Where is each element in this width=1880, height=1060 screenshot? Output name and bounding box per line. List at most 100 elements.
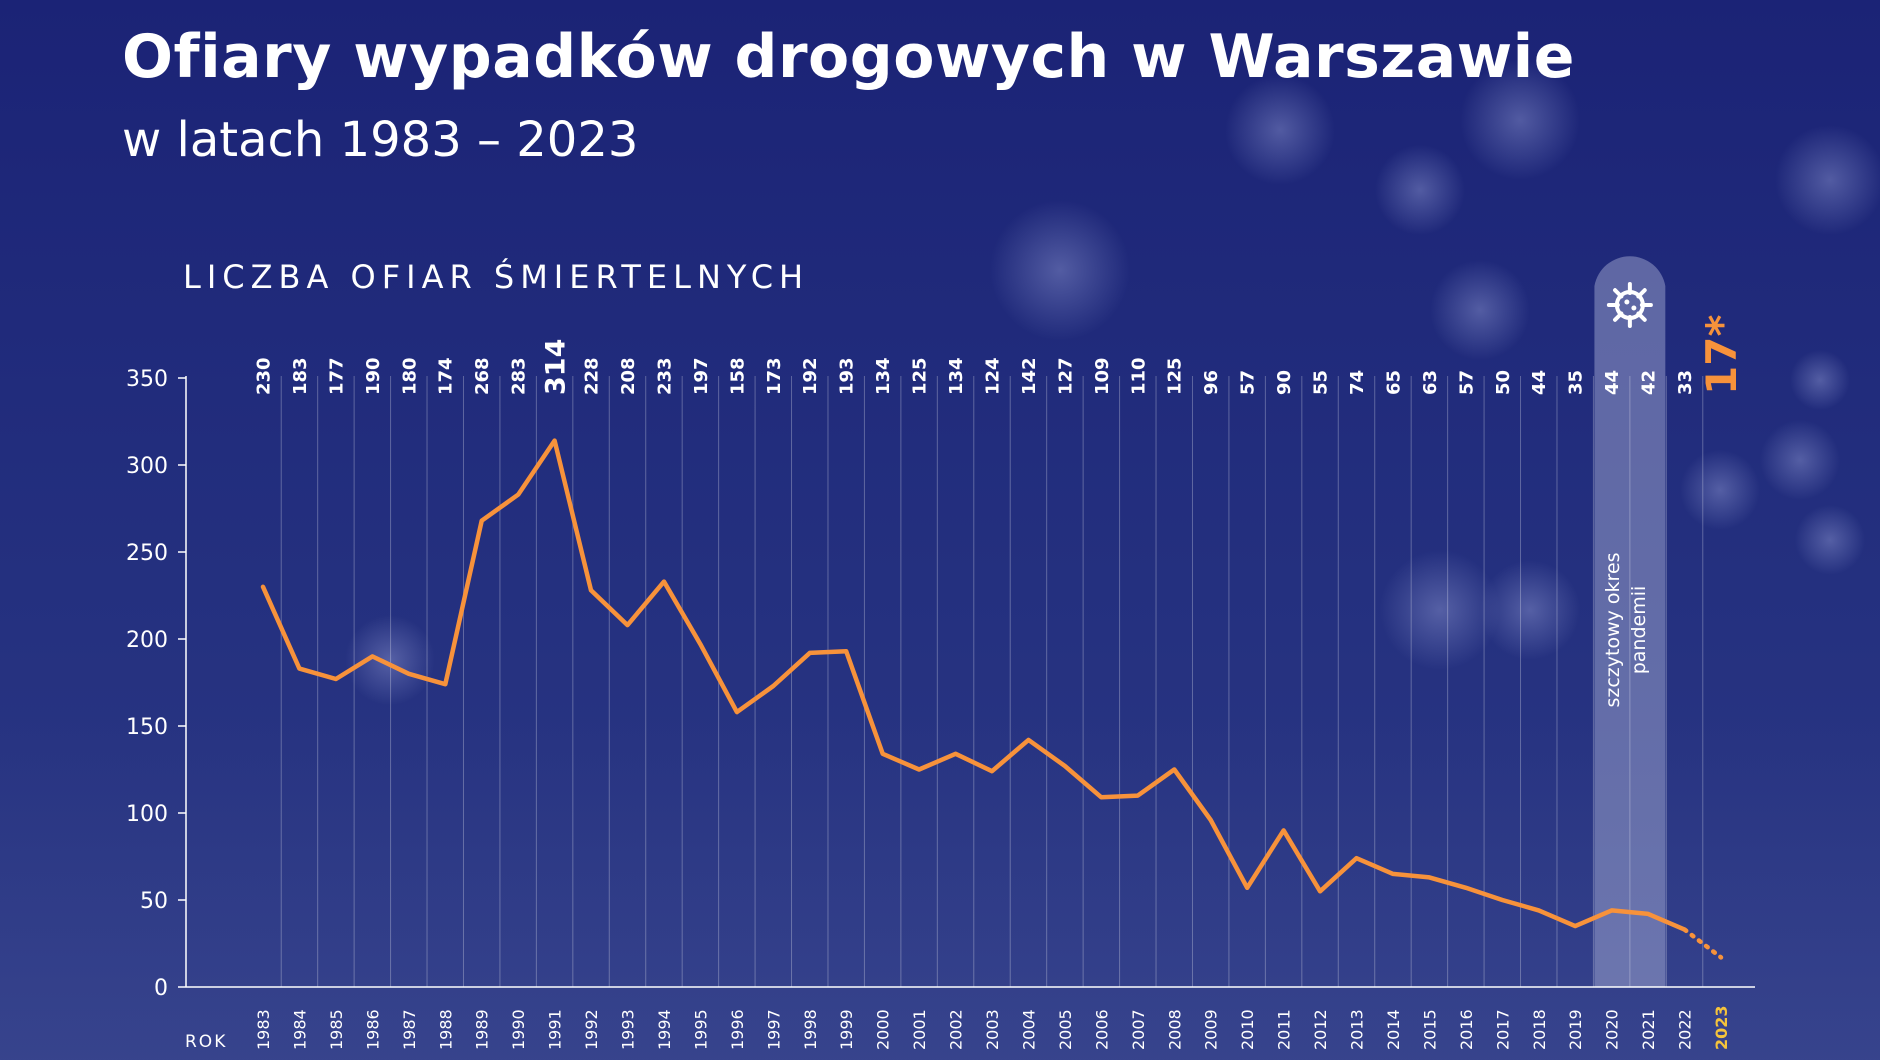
data-label: 134 [873, 357, 894, 395]
data-label: 63 [1420, 370, 1441, 395]
data-label: 109 [1092, 357, 1113, 395]
x-tick-label: 1984 [290, 1009, 309, 1050]
data-point [808, 651, 812, 655]
data-point [1318, 889, 1322, 893]
data-point [1063, 764, 1067, 768]
virus-icon-dot [1631, 305, 1637, 311]
data-label: 44 [1602, 370, 1623, 395]
data-label: 44 [1529, 370, 1550, 395]
data-label: 124 [982, 357, 1003, 395]
data-label: 192 [800, 357, 821, 395]
x-tick-label: 1991 [546, 1009, 565, 1050]
data-point [1099, 795, 1103, 799]
x-tick-label: 1998 [801, 1009, 820, 1050]
x-tick-label: 2004 [1019, 1009, 1038, 1050]
data-point [1355, 856, 1359, 860]
data-label: 127 [1055, 357, 1076, 395]
data-label: 197 [691, 357, 712, 395]
x-tick-label: 2006 [1092, 1009, 1111, 1050]
x-tick-label: 1996 [728, 1009, 747, 1050]
data-point [1500, 898, 1504, 902]
x-tick-label: 1995 [691, 1009, 710, 1050]
x-tick-label: 1992 [582, 1009, 601, 1050]
data-label: 55 [1311, 370, 1332, 395]
x-tick-label: 2000 [874, 1009, 893, 1050]
data-label: 314 [540, 339, 571, 395]
data-point [1245, 886, 1249, 890]
data-point [589, 588, 593, 592]
y-tick-label: 150 [126, 715, 168, 740]
data-point [443, 682, 447, 686]
data-label: 74 [1347, 370, 1368, 395]
data-point [662, 580, 666, 584]
data-label: 173 [764, 357, 785, 395]
data-label: 230 [253, 357, 274, 395]
data-point [990, 769, 994, 773]
data-label: 158 [727, 357, 748, 395]
data-point [917, 768, 921, 772]
x-tick-label: 2009 [1202, 1009, 1221, 1050]
y-tick-label: 100 [126, 802, 168, 827]
data-label: 35 [1566, 370, 1587, 395]
x-tick-label: 2021 [1639, 1009, 1658, 1050]
data-point [1282, 828, 1286, 832]
data-point [1537, 908, 1541, 912]
y-tick-label: 0 [154, 976, 168, 1001]
data-point [1610, 908, 1614, 912]
data-label: 233 [654, 357, 675, 395]
data-label: 228 [582, 357, 603, 395]
series-line [260, 438, 1687, 932]
x-tick-label: 2014 [1384, 1009, 1403, 1050]
data-label: 283 [509, 357, 530, 395]
x-tick-label: 2017 [1493, 1009, 1512, 1050]
data-point [1026, 738, 1030, 742]
data-point [334, 677, 338, 681]
virus-icon-dot [1624, 299, 1630, 305]
x-tick-label: 1988 [436, 1009, 455, 1050]
x-tick-label: 2012 [1311, 1009, 1330, 1050]
data-label: 42 [1639, 370, 1660, 395]
x-tick-label: 2022 [1676, 1009, 1695, 1050]
x-tick-label: 1990 [509, 1009, 528, 1050]
data-label: 50 [1493, 370, 1514, 395]
data-label: 33 [1675, 370, 1696, 395]
x-tick-label: 1999 [837, 1009, 856, 1050]
x-tick-label: 2011 [1275, 1009, 1294, 1050]
data-point [480, 519, 484, 523]
x-tick-label: 2008 [1165, 1009, 1184, 1050]
data-label: 208 [618, 357, 639, 395]
data-point [1172, 768, 1176, 772]
data-label: 190 [363, 357, 384, 395]
data-point [1427, 875, 1431, 879]
y-tick-label: 250 [126, 541, 168, 566]
x-tick-label: 2015 [1420, 1009, 1439, 1050]
data-label: 183 [290, 357, 311, 395]
x-tick-label: 2016 [1457, 1009, 1476, 1050]
pandemic-band-label-line1: szczytowy okres [1602, 552, 1624, 707]
data-point [954, 752, 958, 756]
x-tick-label: 1997 [764, 1009, 783, 1050]
data-point [626, 623, 630, 627]
data-label: 142 [1019, 357, 1040, 395]
x-tick-label: 1986 [363, 1009, 382, 1050]
x-axis-label: ROK [185, 1032, 227, 1052]
data-label: 180 [399, 357, 420, 395]
data-point [1464, 886, 1468, 890]
series-line-projection [1682, 927, 1724, 960]
data-point [407, 672, 411, 676]
data-label: 177 [326, 357, 347, 395]
data-label: 65 [1383, 370, 1404, 395]
data-point [1136, 794, 1140, 798]
y-tick-label: 350 [126, 367, 168, 392]
data-label: 134 [946, 357, 967, 395]
data-point [881, 752, 885, 756]
x-tick-label: 1994 [655, 1009, 674, 1050]
y-axis-label: LICZBA OFIAR ŚMIERTELNYCH [183, 258, 810, 296]
data-label: 125 [1165, 357, 1186, 395]
data-label: 268 [472, 357, 493, 395]
data-point [771, 684, 775, 688]
data-label: 193 [837, 357, 858, 395]
